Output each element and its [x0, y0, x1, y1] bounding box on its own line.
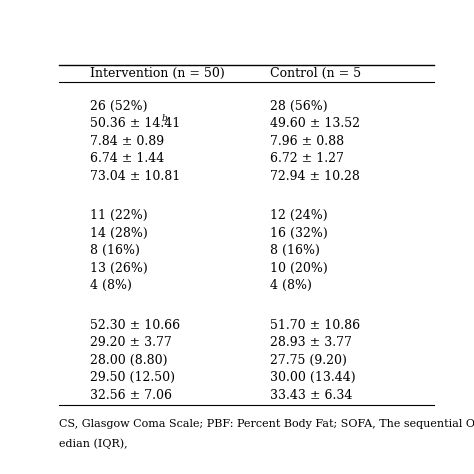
Text: 28 (56%): 28 (56%)	[271, 100, 328, 113]
Text: 8 (16%): 8 (16%)	[91, 244, 140, 257]
Text: 4 (8%): 4 (8%)	[271, 279, 312, 292]
Text: 4 (8%): 4 (8%)	[91, 279, 132, 292]
Text: 14 (28%): 14 (28%)	[91, 227, 148, 239]
Text: 72.94 ± 10.28: 72.94 ± 10.28	[271, 170, 360, 182]
Text: 13 (26%): 13 (26%)	[91, 262, 148, 274]
Text: 51.70 ± 10.86: 51.70 ± 10.86	[271, 319, 361, 332]
Text: CS, Glasgow Coma Scale; PBF: Percent Body Fat; SOFA, The sequential Or: CS, Glasgow Coma Scale; PBF: Percent Bod…	[59, 419, 474, 428]
Text: 7.84 ± 0.89: 7.84 ± 0.89	[91, 135, 164, 147]
Text: 6.72 ± 1.27: 6.72 ± 1.27	[271, 152, 344, 165]
Text: 29.20 ± 3.77: 29.20 ± 3.77	[91, 336, 172, 349]
Text: 30.00 (13.44): 30.00 (13.44)	[271, 371, 356, 384]
Text: 6.74 ± 1.44: 6.74 ± 1.44	[91, 152, 165, 165]
Text: 32.56 ± 7.06: 32.56 ± 7.06	[91, 389, 173, 401]
Text: 12 (24%): 12 (24%)	[271, 209, 328, 222]
Text: b: b	[162, 114, 168, 123]
Text: edian (IQR),: edian (IQR),	[59, 439, 128, 449]
Text: 52.30 ± 10.66: 52.30 ± 10.66	[91, 319, 181, 332]
Text: 29.50 (12.50): 29.50 (12.50)	[91, 371, 175, 384]
Text: 27.75 (9.20): 27.75 (9.20)	[271, 354, 347, 366]
Text: 16 (32%): 16 (32%)	[271, 227, 328, 239]
Text: 28.93 ± 3.77: 28.93 ± 3.77	[271, 336, 352, 349]
Text: 26 (52%): 26 (52%)	[91, 100, 148, 113]
Text: 33.43 ± 6.34: 33.43 ± 6.34	[271, 389, 353, 401]
Text: 7.96 ± 0.88: 7.96 ± 0.88	[271, 135, 345, 147]
Text: 49.60 ± 13.52: 49.60 ± 13.52	[271, 117, 360, 130]
Text: 8 (16%): 8 (16%)	[271, 244, 320, 257]
Text: 73.04 ± 10.81: 73.04 ± 10.81	[91, 170, 181, 182]
Text: 10 (20%): 10 (20%)	[271, 262, 328, 274]
Text: Intervention (n = 50): Intervention (n = 50)	[91, 67, 225, 80]
Text: 28.00 (8.80): 28.00 (8.80)	[91, 354, 168, 366]
Text: 50.36 ± 14.41: 50.36 ± 14.41	[91, 117, 181, 130]
Text: Control (n = 5: Control (n = 5	[271, 67, 362, 80]
Text: 11 (22%): 11 (22%)	[91, 209, 148, 222]
